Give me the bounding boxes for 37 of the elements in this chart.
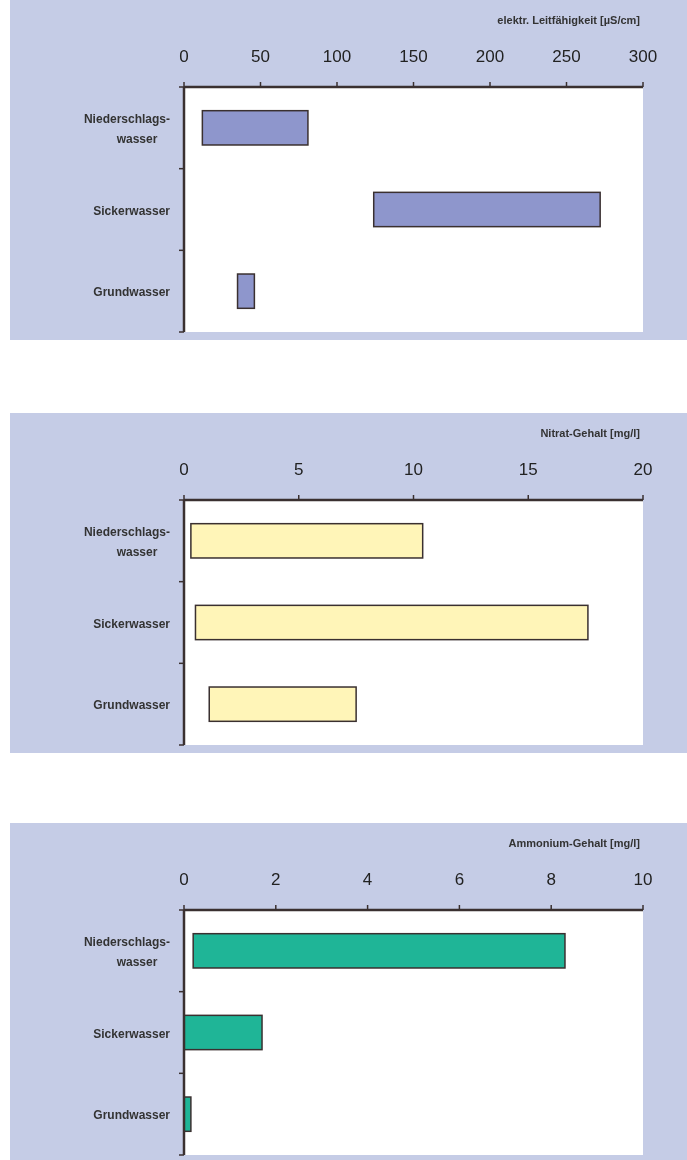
y-tick-label: Grundwasser <box>93 1108 171 1123</box>
x-tick-label: 20 <box>633 460 653 479</box>
x-tick-label: 250 <box>552 47 581 66</box>
y-tick-label: Niederschlags-wasser <box>83 934 170 969</box>
x-tick-label: 300 <box>628 47 658 66</box>
x-axis-title: elektr. Leitfähigkeit [µS/cm] <box>497 14 641 26</box>
bar <box>208 686 357 723</box>
x-tick-label: 0 <box>179 460 189 479</box>
y-tick-label: Grundwasser <box>93 698 171 713</box>
y-tick-label: Grundwasser <box>93 285 171 300</box>
y-tick-label: Niederschlags-wasser <box>83 524 170 559</box>
x-axis-title: Nitrat-Gehalt [mg/l] <box>540 427 641 439</box>
x-tick-label: 6 <box>454 870 465 889</box>
x-tick-label: 200 <box>475 47 505 66</box>
bar <box>190 522 424 559</box>
bar <box>372 191 601 228</box>
bar <box>201 109 309 146</box>
bar <box>236 273 256 310</box>
x-tick-label: 8 <box>546 870 556 889</box>
x-tick-label: 100 <box>322 47 352 66</box>
y-tick-label: Sickerwasser <box>93 203 171 218</box>
x-tick-label: 10 <box>633 870 653 889</box>
x-tick-label: 0 <box>179 47 189 66</box>
x-tick-label: 0 <box>179 870 189 889</box>
x-tick-label: 50 <box>251 47 270 66</box>
x-tick-label: 150 <box>399 47 428 66</box>
x-axis-title: Ammonium-Gehalt [mg/l] <box>508 837 641 849</box>
x-tick-label: 2 <box>271 870 281 889</box>
y-tick-label: Niederschlags-wasser <box>83 111 170 146</box>
x-tick-label: 5 <box>294 460 304 479</box>
bar <box>192 932 566 969</box>
x-tick-label: 4 <box>362 870 373 889</box>
x-tick-label: 10 <box>404 460 423 479</box>
y-tick-label: Sickerwasser <box>93 1026 171 1041</box>
x-tick-label: 15 <box>518 460 538 479</box>
bar <box>194 604 589 641</box>
y-tick-label: Sickerwasser <box>93 616 171 631</box>
